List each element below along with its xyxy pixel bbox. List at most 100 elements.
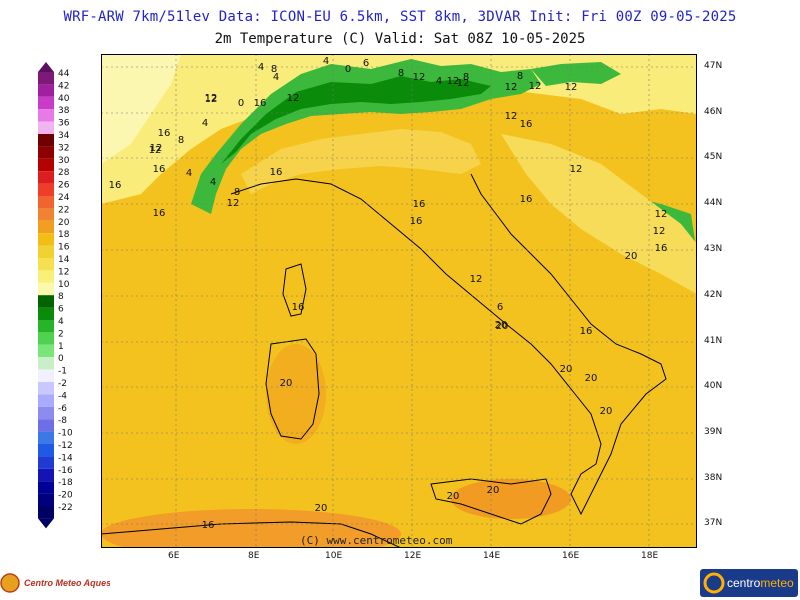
longitude-axis: 6E 8E 10E 12E 14E 16E 18E [101, 548, 697, 564]
legend-swatch [38, 431, 54, 444]
legend-swatch [38, 171, 54, 184]
adriatic-cool-area [501, 134, 697, 294]
contour-label: 16 [158, 128, 171, 139]
contour-label: 8 [463, 72, 469, 83]
contour-label: 12 [413, 72, 426, 83]
contour-label: 4 [323, 56, 329, 67]
coastline-corsica [282, 263, 307, 317]
coastline-italy [230, 173, 667, 516]
legend-swatch [38, 220, 54, 234]
color-legend: 4442403836343230282624222018161412108642… [38, 62, 72, 529]
contour-label: 12 [457, 78, 470, 89]
svg-text:Centro Meteo Aquesio: Centro Meteo Aquesio [24, 578, 110, 588]
legend-label: 32 [58, 143, 69, 153]
sardinia-warm-area [266, 344, 326, 444]
legend-swatch [38, 307, 54, 320]
legend-swatch [38, 134, 54, 147]
legend-label: 44 [58, 69, 70, 79]
legend-swatch [38, 456, 54, 469]
legend-label: 26 [58, 181, 70, 191]
latitude-label: 44N [704, 198, 723, 208]
legend-label: -8 [58, 416, 67, 426]
contour-label: 16 [413, 199, 426, 210]
legend-swatch [38, 406, 54, 420]
contour-label: 4 [258, 62, 264, 73]
legend-label: -12 [58, 441, 72, 451]
legend-swatch [38, 196, 54, 209]
contour-label: 16 [254, 98, 267, 109]
contour-label: 20 [447, 491, 460, 502]
contour-label: 12 [565, 82, 578, 93]
legend-swatch [38, 419, 54, 432]
legend-label: 40 [58, 94, 70, 104]
contour-label: 12 [447, 76, 460, 87]
coastline-sicily [430, 478, 552, 525]
map-subtitle: 2m Temperature (C) Valid: Sat 08Z 10-05-… [214, 31, 586, 47]
latitude-label: 42N [704, 290, 723, 300]
contour-label: 4 [210, 177, 216, 188]
contour-label: 16 [153, 164, 166, 175]
contour-label: 8 [517, 71, 523, 82]
legend-label: -14 [58, 453, 72, 463]
latitude-label: 43N [704, 244, 723, 254]
contour-label: 16 [520, 119, 533, 130]
legend-swatch [38, 208, 54, 221]
contour-label: 20 [487, 485, 500, 496]
contour-label: 12 [150, 143, 163, 154]
legend-label: 10 [58, 280, 70, 290]
legend-swatch [38, 109, 54, 122]
legend-label: -1 [58, 367, 67, 377]
latitude-label: 46N [704, 107, 723, 117]
legend-bottom-arrow [38, 518, 54, 529]
legend-swatch [38, 493, 54, 506]
legend-swatch [38, 158, 54, 172]
contour-label: 0 [345, 64, 351, 75]
legend-label: 36 [58, 119, 70, 129]
po-valley-area [241, 129, 481, 194]
coastline-sardinia [265, 338, 320, 440]
legend-swatch [38, 270, 54, 283]
contour-label: 12 [505, 111, 518, 122]
contour-label: 16 [109, 180, 122, 191]
contour-label: 12 [529, 81, 542, 92]
latitude-label: 47N [704, 61, 723, 71]
latitude-label: 39N [704, 427, 723, 437]
legend-swatch [38, 444, 54, 457]
legend-swatch [38, 295, 54, 308]
contour-label: 20 [495, 320, 508, 331]
northern-cool-area [101, 54, 697, 204]
contour-label: 20 [600, 406, 613, 417]
latitude-label: 40N [704, 381, 723, 391]
contour-label: 12 [505, 82, 518, 93]
legend-label: -6 [58, 404, 67, 414]
legend-label: 34 [58, 131, 70, 141]
contour-label: 8 [234, 187, 240, 198]
legend-swatch [38, 96, 54, 110]
legend-label: 16 [58, 243, 70, 253]
contour-label: 20 [560, 364, 573, 375]
legend-swatch [38, 233, 54, 246]
contour-label: 20 [625, 251, 638, 262]
legend-label: -2 [58, 379, 67, 389]
contour-label: 12 [227, 198, 240, 209]
legend-swatch [38, 382, 54, 395]
legend-swatch [38, 121, 54, 134]
legend-label: 0 [58, 354, 64, 364]
contour-label: 4 [186, 168, 192, 179]
contour-label: 12 [149, 145, 162, 156]
latitude-label: 45N [704, 152, 723, 162]
graticule [101, 54, 697, 548]
copyright-text: (C) www.centrometeo.com [300, 534, 453, 547]
contour-label: 4 [273, 72, 279, 83]
longitude-label: 6E [168, 551, 180, 561]
contour-label: 20 [496, 321, 509, 332]
legend-swatch [38, 394, 54, 407]
legend-label: 22 [58, 205, 69, 215]
longitude-label: 14E [483, 551, 501, 561]
legend-swatch [38, 245, 54, 258]
longitude-label: 16E [562, 551, 580, 561]
longitude-label: 18E [641, 551, 659, 561]
contour-label: 8 [178, 135, 184, 146]
alps-high-area [221, 76, 491, 164]
